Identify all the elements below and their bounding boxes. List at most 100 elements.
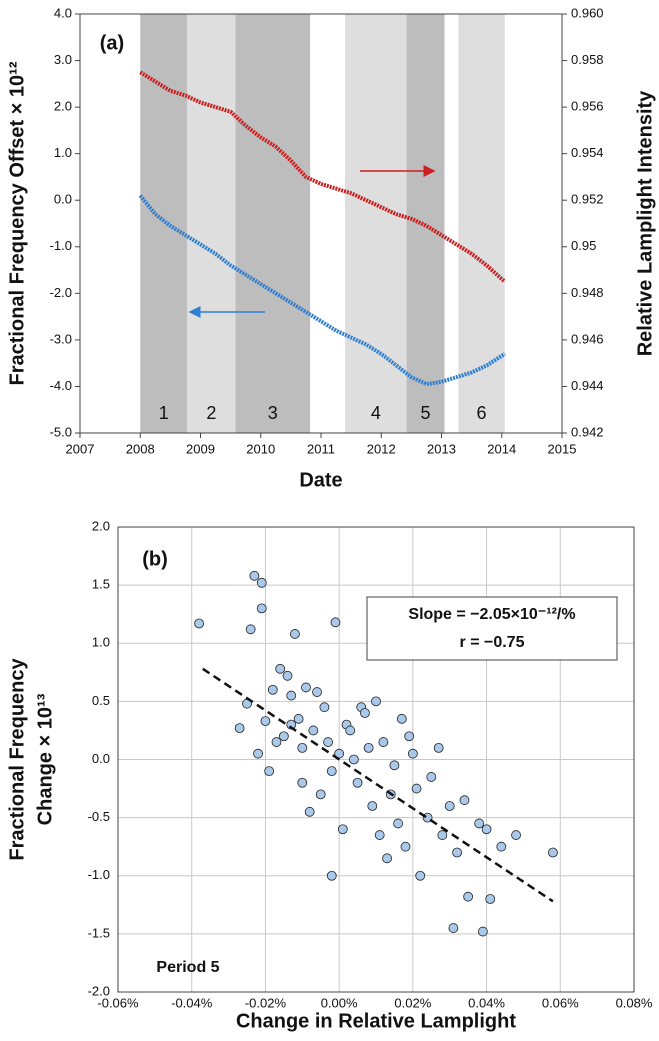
period-note: Period 5: [156, 959, 219, 976]
point: [360, 708, 370, 718]
x-tick-label: 2009: [186, 441, 215, 456]
point: [481, 824, 492, 835]
x-tick-label: 2010: [246, 441, 275, 456]
point: [459, 795, 470, 806]
point: [448, 923, 459, 933]
x-tick-label: -0.02%: [245, 995, 287, 1010]
x-tick-label: 0.06%: [542, 995, 579, 1010]
point: [256, 577, 267, 588]
point: [301, 682, 311, 693]
y-tick-label: -4.0: [50, 378, 72, 393]
y-tick-label: 1.5: [92, 577, 110, 592]
y2-tick-label: 0.948: [571, 285, 604, 300]
y-tick-label: 2.0: [54, 99, 72, 114]
point: [511, 830, 521, 840]
x-tick-label: 0.04%: [468, 995, 505, 1010]
point: [253, 748, 263, 759]
y-tick-label: 3.0: [54, 52, 72, 67]
y2-tick-label: 0.956: [571, 99, 604, 114]
point: [477, 926, 488, 937]
x-tick-label: 2008: [126, 441, 155, 456]
point: [249, 570, 260, 581]
y-axis-label: Fractional Frequency: [6, 657, 28, 860]
point: [352, 777, 363, 788]
point: [433, 742, 444, 753]
point: [308, 725, 319, 736]
y-tick-label: -2.0: [50, 285, 72, 300]
point: [278, 731, 289, 742]
point: [337, 824, 348, 835]
point: [407, 748, 418, 759]
point: [426, 772, 437, 782]
x-axis-label: Change in Relative Lamplight: [236, 1010, 516, 1032]
y-tick-label: -3.0: [50, 331, 72, 346]
y-tick-label: -0.5: [88, 809, 110, 824]
y-tick-label: 0.0: [92, 751, 110, 766]
point: [452, 847, 462, 858]
y2-tick-label: 0.942: [571, 424, 604, 439]
point: [330, 617, 341, 628]
point: [444, 801, 455, 811]
y2-tick-label: 0.95: [571, 238, 596, 253]
chart-title: (b): [142, 548, 168, 570]
point: [363, 742, 374, 753]
x-tick-label: 0.08%: [616, 995, 653, 1010]
point: [267, 684, 278, 695]
point: [286, 719, 297, 730]
point: [496, 841, 507, 852]
point: [264, 766, 275, 777]
point: [326, 870, 337, 881]
point: [474, 818, 485, 829]
point: [282, 670, 293, 681]
point: [290, 629, 300, 639]
x-tick-label: -0.06%: [97, 995, 139, 1010]
x-tick-label: 2015: [548, 441, 577, 456]
fit-line: [202, 667, 554, 903]
y-tick-label: 0.0: [54, 192, 72, 207]
point: [345, 725, 356, 736]
y2-tick-label: 0.958: [571, 52, 604, 67]
period-band: [140, 14, 188, 433]
y-tick-label: 0.5: [92, 693, 110, 708]
point: [463, 891, 474, 902]
period-band: [345, 14, 407, 433]
y2-tick-label: 0.960: [571, 5, 604, 20]
point: [286, 690, 297, 701]
point: [371, 696, 381, 707]
point: [548, 847, 558, 858]
point: [234, 723, 245, 734]
point: [312, 687, 322, 697]
point: [389, 760, 400, 771]
period-band: [187, 14, 236, 433]
period-band: [235, 14, 311, 433]
y2-tick-label: 0.946: [571, 331, 604, 346]
period-label: 2: [206, 403, 216, 423]
point: [194, 618, 204, 629]
point: [382, 853, 392, 864]
period-label: 1: [159, 403, 169, 423]
plot-frame: [117, 526, 635, 993]
y2-tick-label: 0.944: [571, 378, 604, 393]
point: [323, 737, 333, 747]
period-band: [458, 14, 505, 433]
point: [411, 783, 422, 794]
y-axis-label: Fractional Frequency Offset × 10¹²: [6, 61, 28, 385]
annotation-box: [366, 596, 618, 661]
y-tick-label: -2.0: [88, 983, 110, 998]
x-axis-label: Date: [299, 469, 342, 491]
y2-tick-label: 0.954: [571, 145, 604, 160]
point: [415, 870, 426, 881]
y-tick-label: -1.0: [88, 867, 110, 882]
series-line: [139, 70, 507, 284]
y2-axis-label: Relative Lamplight Intensity: [634, 90, 656, 356]
y-tick-label: 1.0: [54, 145, 72, 160]
y-axis-label: Change × 10¹³: [34, 693, 56, 825]
period-label: 6: [477, 403, 487, 423]
point: [271, 737, 282, 747]
point: [297, 777, 308, 788]
point: [485, 894, 496, 904]
annotation: r = −0.75: [460, 634, 525, 651]
point: [293, 713, 304, 724]
point: [437, 830, 448, 840]
